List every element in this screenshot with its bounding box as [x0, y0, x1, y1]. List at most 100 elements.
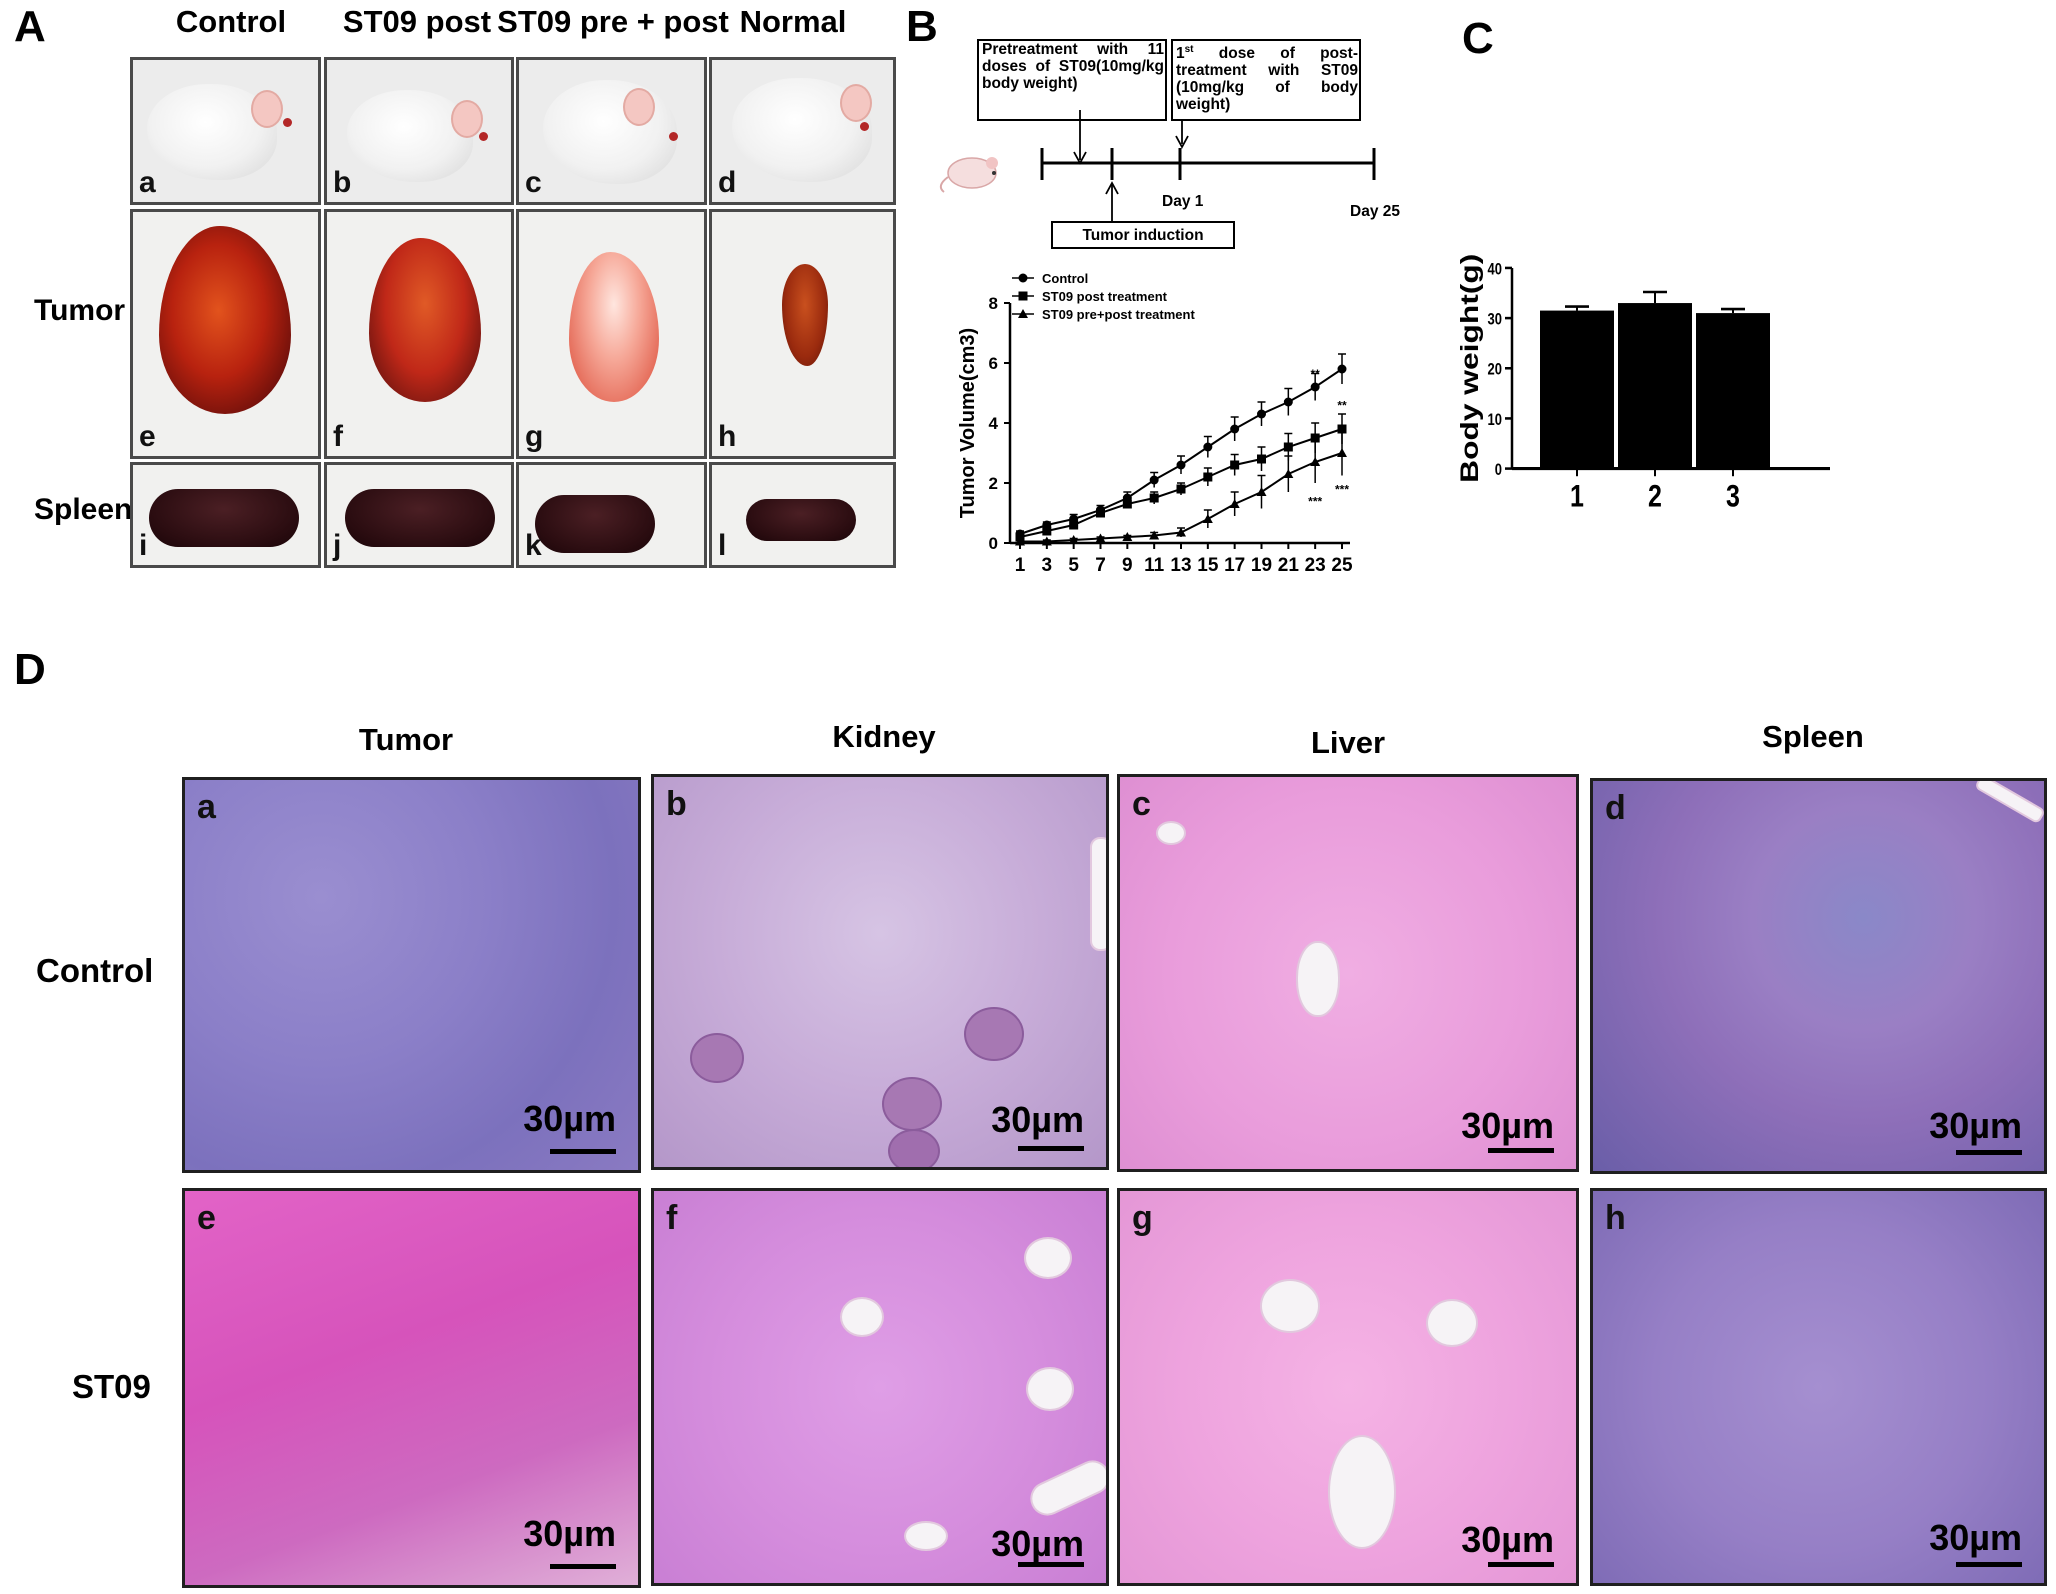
line-x-tick-label: 17 — [1224, 555, 1245, 575]
line-data-point — [1042, 526, 1052, 536]
line-data-point — [1257, 454, 1266, 464]
line-data-point — [1283, 442, 1293, 452]
line-data-point — [1202, 514, 1213, 523]
line-data-point — [1203, 442, 1213, 452]
timeline-tumor-induction-label: Tumor induction — [1082, 227, 1203, 244]
line-x-tick-label: 11 — [1144, 555, 1165, 575]
line-data-point — [1337, 424, 1347, 434]
line-x-tick-label: 25 — [1331, 555, 1353, 575]
panelA-row-tumor: Tumor — [34, 294, 126, 327]
line-series-2 — [1015, 413, 1347, 542]
sublabel-k: k — [525, 529, 542, 562]
bar-x-tick-label: 3 — [1726, 479, 1740, 515]
line-y-tick-label: 6 — [989, 354, 998, 373]
histo-sublabel-e: e — [197, 1199, 216, 1237]
scalebar-label-h: 30µm — [1929, 1517, 2022, 1558]
line-data-point — [1176, 527, 1186, 537]
bar-x-tick-label: 1 — [1570, 479, 1584, 515]
photo-mouse-st09-post: b — [324, 57, 514, 205]
photo-tumor-control: e — [130, 209, 321, 459]
bar-1 — [1540, 310, 1614, 469]
histology-spleen-control: d 30µm — [1590, 778, 2047, 1174]
line-data-point — [1149, 530, 1160, 540]
bar-y-tick-label: 30 — [1488, 311, 1502, 329]
sublabel-f: f — [333, 420, 343, 453]
timeline-post-text: 1st dose of post-treatment with ST09 (10… — [1176, 44, 1358, 114]
timeline-pretreatment-text: Pretreatment with 11 doses of ST09(10mg/… — [982, 41, 1164, 92]
sublabel-i: i — [139, 529, 148, 562]
sublabel-g: g — [525, 420, 544, 453]
panelA-header-control: Control — [175, 4, 287, 39]
histology-liver-st09: g 30µm — [1117, 1188, 1579, 1586]
sublabel-d: d — [718, 166, 737, 199]
body-weight-chart: 0 10 20 30 40 1 2 3 Body weight(g) — [1456, 254, 1830, 515]
line-data-point — [1229, 499, 1240, 508]
scalebar-label-c: 30µm — [1461, 1105, 1554, 1146]
legend-entry: ST09 pre+post treatment — [1012, 307, 1195, 322]
legend-label: ST09 post treatment — [1042, 289, 1168, 304]
photo-spleen-st09-pre-post: k — [516, 462, 707, 568]
line-data-point — [1337, 448, 1347, 457]
panel-letter-a: A — [14, 2, 46, 51]
line-data-point — [1310, 382, 1320, 392]
sublabel-h: h — [718, 420, 737, 453]
line-y-tick-label: 4 — [989, 414, 999, 433]
timeline-box-tumor-induction — [1051, 221, 1235, 249]
panel-letter-b: B — [906, 2, 938, 51]
line-data-point — [1096, 508, 1105, 518]
sublabel-j: j — [333, 529, 342, 562]
bar-y-tick-label: 40 — [1488, 261, 1502, 279]
histology-kidney-st09: f 30µm — [651, 1188, 1109, 1586]
line-data-point — [1122, 499, 1132, 509]
photo-tumor-st09-post: f — [324, 209, 514, 459]
line-x-tick-label: 7 — [1095, 555, 1106, 575]
histo-sublabel-b: b — [666, 785, 687, 823]
panelA-header-normal: Normal — [739, 4, 847, 39]
bar-y-tick-label: 0 — [1495, 462, 1502, 480]
histo-sublabel-c: c — [1132, 785, 1151, 823]
legend-marker — [1018, 273, 1028, 283]
histo-sublabel-a: a — [197, 788, 216, 826]
panelD-header-spleen: Spleen — [1762, 719, 1864, 754]
scalebar-label-d: 30µm — [1929, 1105, 2022, 1146]
bar-x-tick-label: 2 — [1648, 479, 1662, 515]
sublabel-c: c — [525, 166, 542, 199]
line-data-point — [1310, 433, 1320, 443]
line-data-point — [1176, 484, 1186, 494]
line-x-tick-label: 15 — [1197, 555, 1219, 575]
line-data-point — [1069, 520, 1079, 530]
line-series-1 — [1015, 353, 1347, 539]
line-data-point — [1257, 409, 1266, 419]
panelD-row-st09: ST09 — [72, 1368, 151, 1405]
line-data-point — [1256, 487, 1267, 496]
line-significance-label: ** — [1337, 399, 1347, 413]
photo-spleen-normal: l — [709, 462, 896, 568]
line-x-tick-label: 23 — [1305, 555, 1326, 575]
body-weight-y-axis-label: Body weight(g) — [1456, 254, 1484, 483]
line-y-tick-label: 2 — [989, 474, 998, 493]
timeline-box-post — [1171, 39, 1361, 121]
line-x-tick-label: 19 — [1251, 555, 1272, 575]
bar-y-tick-label: 10 — [1488, 411, 1502, 429]
panelA-header-st09-post: ST09 post — [342, 4, 492, 39]
line-series-3 — [1015, 429, 1347, 546]
histology-liver-control: c 30µm — [1117, 774, 1579, 1172]
legend-marker — [1018, 309, 1028, 318]
legend-entry: Control — [1012, 271, 1088, 286]
line-data-point — [1230, 460, 1240, 470]
photo-tumor-st09-pre-post: g — [516, 209, 707, 459]
sublabel-b: b — [333, 166, 352, 199]
panelD-header-kidney: Kidney — [832, 719, 936, 754]
line-significance-label: *** — [1308, 495, 1322, 509]
bar-3 — [1696, 313, 1770, 469]
panelD-header-tumor: Tumor — [358, 722, 454, 757]
line-y-tick-label: 8 — [989, 294, 998, 313]
histology-tumor-control: a 30µm — [182, 777, 641, 1173]
timeline-box-pretreatment — [977, 39, 1167, 121]
histo-sublabel-d: d — [1605, 789, 1626, 827]
photo-spleen-control: i — [130, 462, 321, 568]
line-data-point — [1203, 472, 1213, 482]
line-data-point — [1230, 424, 1240, 434]
scalebar-label-g: 30µm — [1461, 1519, 1554, 1560]
